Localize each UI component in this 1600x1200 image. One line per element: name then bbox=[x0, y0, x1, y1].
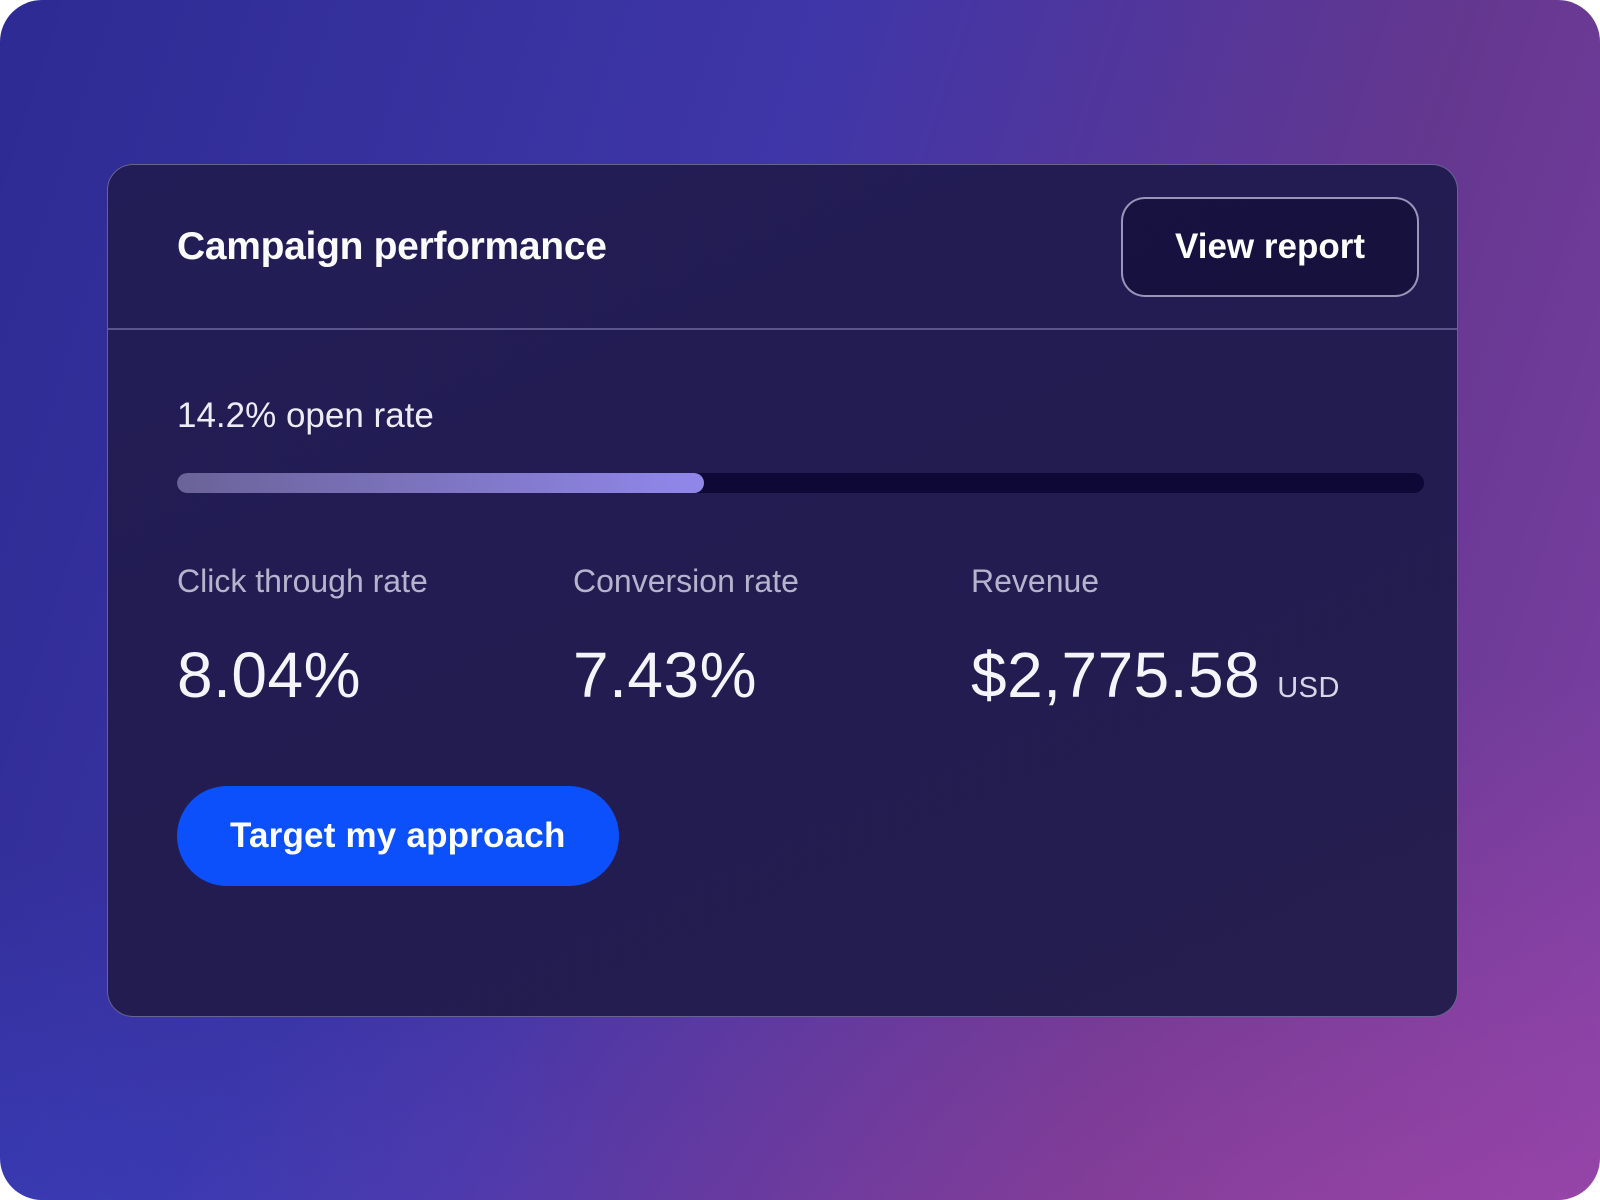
stat-value: 8.04% bbox=[177, 639, 361, 711]
stat-click-through-rate: Click through rate 8.04% bbox=[177, 563, 573, 712]
campaign-performance-card: Campaign performance View report 14.2% o… bbox=[107, 164, 1458, 1017]
target-my-approach-button[interactable]: Target my approach bbox=[177, 786, 619, 886]
stat-unit: USD bbox=[1277, 672, 1340, 704]
stat-label: Revenue bbox=[971, 563, 1100, 599]
stat-value: 7.43% bbox=[573, 639, 757, 711]
open-rate-progress-bar bbox=[177, 473, 1424, 493]
stat-label: Conversion rate bbox=[573, 563, 799, 599]
stat-revenue: Revenue $2,775.58 USD bbox=[971, 563, 1424, 712]
progress-fill bbox=[177, 473, 705, 493]
stat-label: Click through rate bbox=[177, 563, 428, 599]
stat-value: $2,775.58 bbox=[971, 639, 1261, 711]
card-title: Campaign performance bbox=[177, 224, 607, 268]
card-body: 14.2% open rate Click through rate 8.04%… bbox=[108, 396, 1457, 886]
stats-row: Click through rate 8.04% Conversion rate… bbox=[177, 563, 1424, 712]
stat-conversion-rate: Conversion rate 7.43% bbox=[573, 563, 971, 712]
open-rate-label: 14.2% open rate bbox=[177, 396, 434, 435]
card-header: Campaign performance View report bbox=[108, 165, 1457, 330]
view-report-button[interactable]: View report bbox=[1121, 196, 1419, 297]
